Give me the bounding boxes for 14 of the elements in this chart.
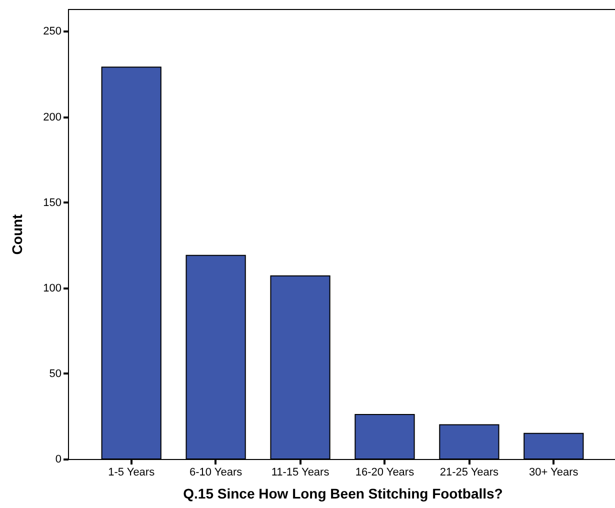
y-tick-label: 100 <box>43 282 62 294</box>
y-tick-label: 50 <box>49 368 62 380</box>
y-tick-label: 0 <box>55 454 62 466</box>
x-tick-label: 30+ Years <box>529 466 579 478</box>
x-axis-title: Q.15 Since How Long Been Stitching Footballs? <box>183 486 503 502</box>
x-tick-label: 6-10 Years <box>190 466 243 478</box>
x-tick-label: 11-15 Years <box>271 466 330 478</box>
y-tick-label: 250 <box>43 26 62 38</box>
x-tick-label: 1-5 Years <box>108 466 156 478</box>
x-tick-label: 16-20 Years <box>355 466 415 478</box>
x-tick-label: 21-25 Years <box>440 466 500 478</box>
y-tick-label: 150 <box>43 196 62 209</box>
y-tick-label: 200 <box>43 111 62 124</box>
y-axis-title: Count <box>9 214 26 255</box>
